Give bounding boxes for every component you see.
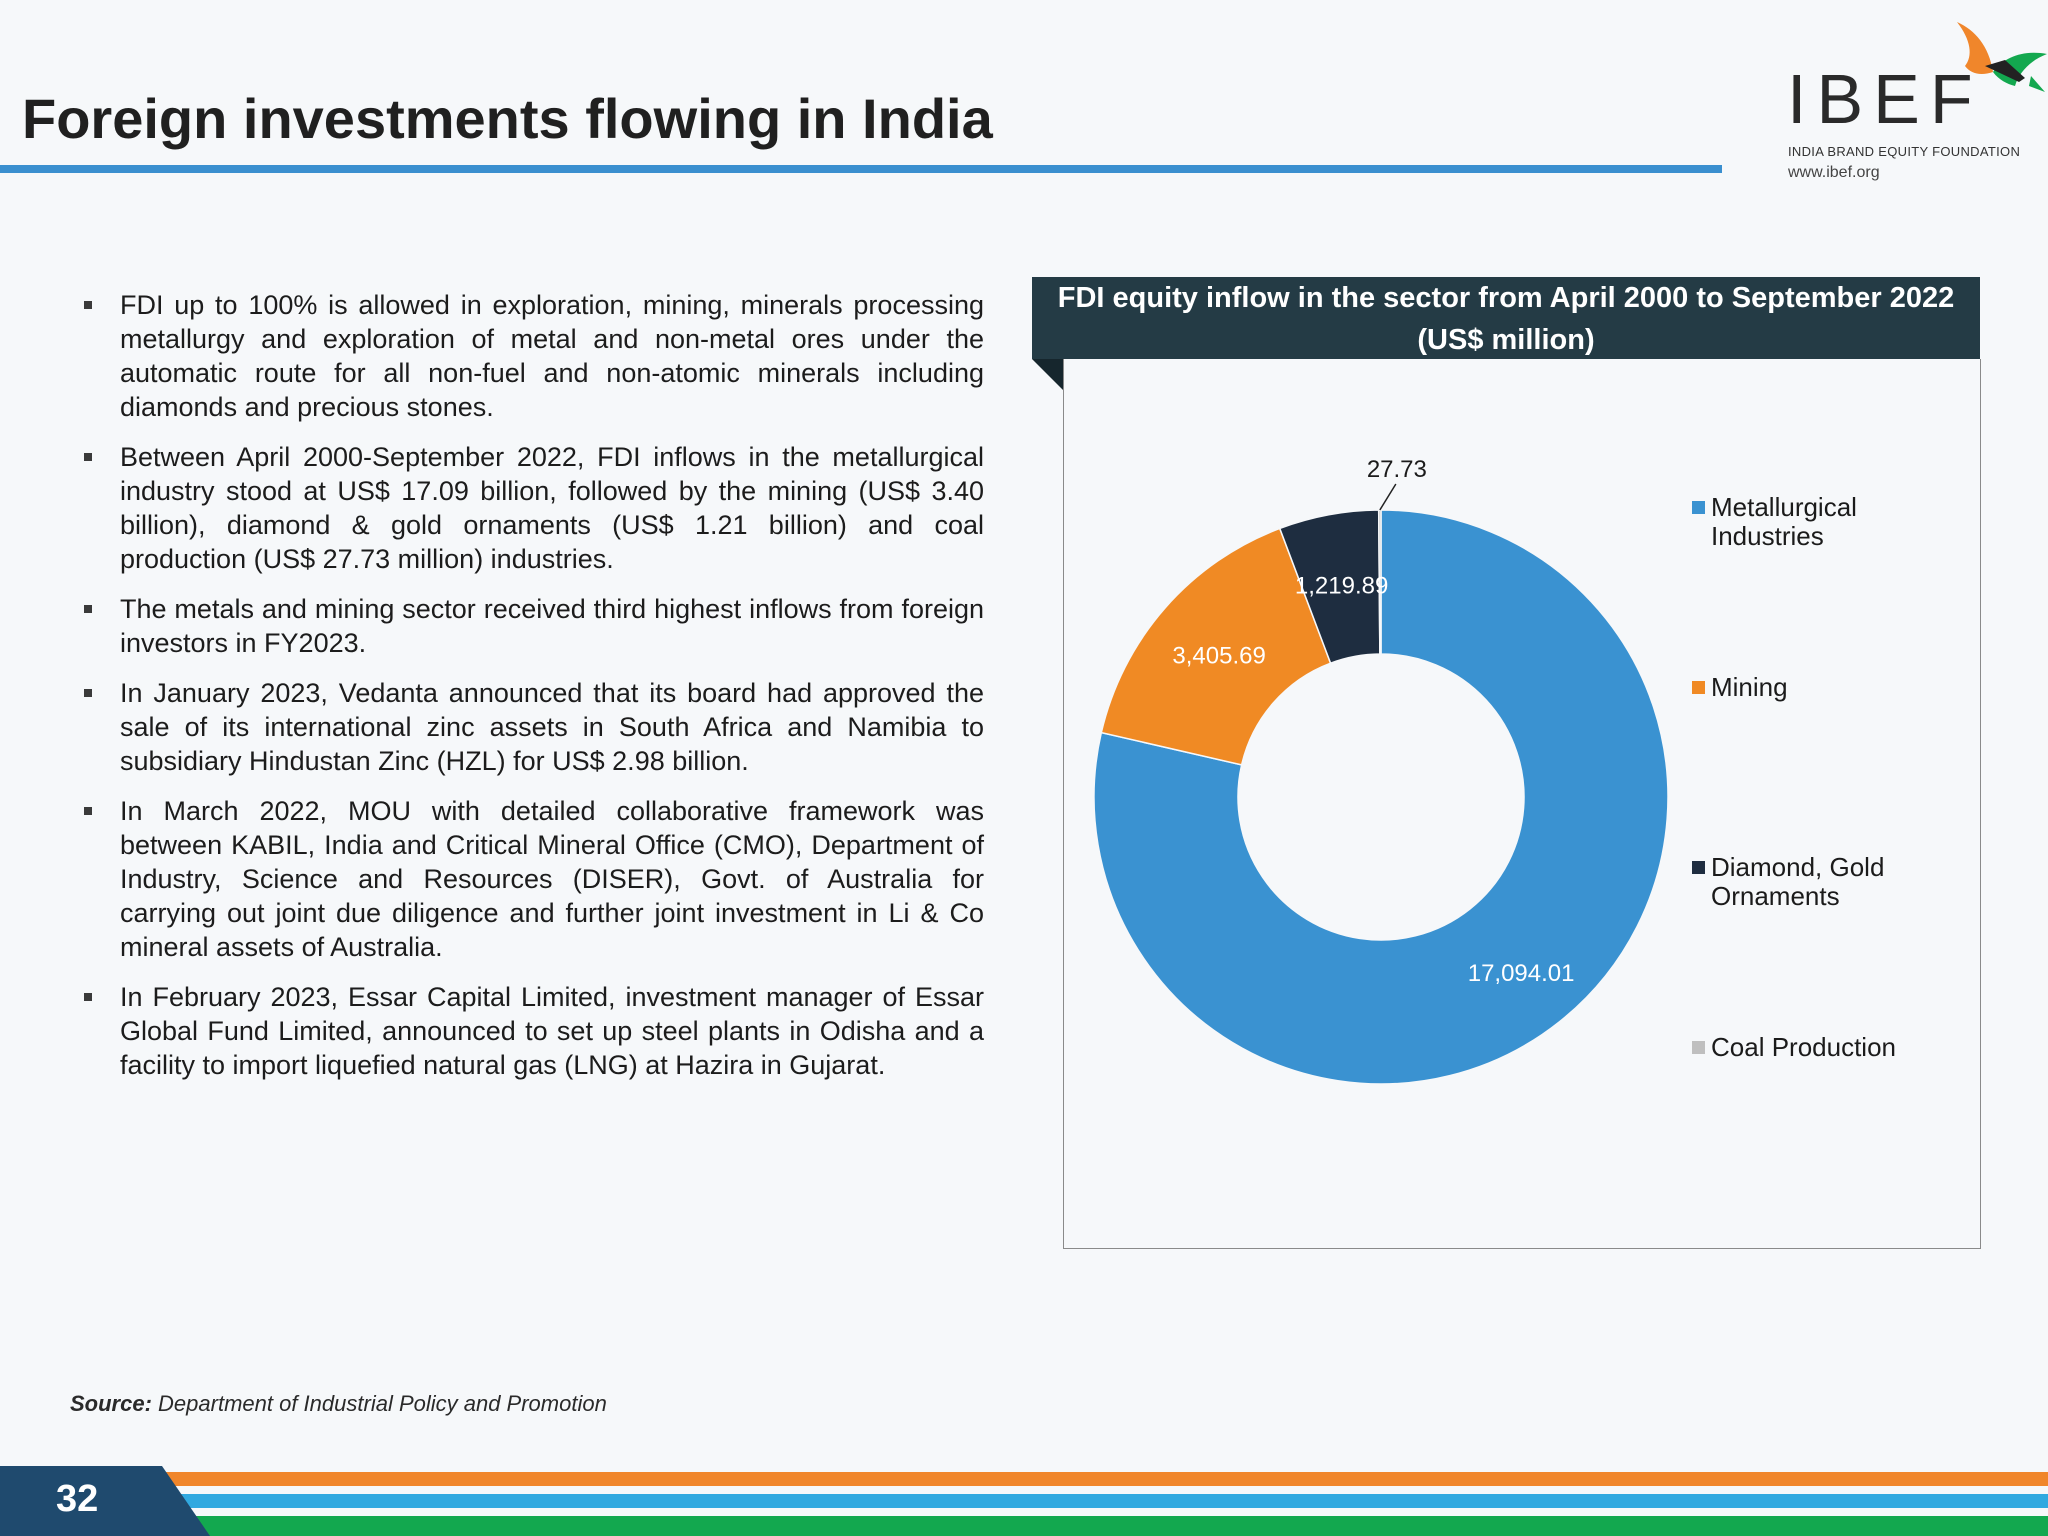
source-note: Source: Department of Industrial Policy … (70, 1391, 607, 1417)
donut-slice-mining (1100, 527, 1332, 766)
data-label: 17,094.01 (1468, 960, 1575, 987)
logo-wordmark: IBEF (1787, 60, 1983, 138)
donut-slice-coal-production (1377, 509, 1382, 655)
ibef-logo: IBEF INDIA BRAND EQUITY FOUNDATION www.i… (1785, 20, 2048, 190)
data-label: 1,219.89 (1295, 573, 1388, 600)
bullet-item: The metals and mining sector received th… (84, 592, 984, 660)
data-label: 27.73 (1367, 456, 1427, 483)
footer-stripe-green (195, 1516, 2048, 1536)
donut-slice-metallurgical-industries (1093, 509, 1669, 1085)
legend-item: Coal Production (1692, 1033, 1931, 1062)
logo-url: www.ibef.org (1788, 164, 1880, 181)
title-underline (0, 165, 1722, 173)
bullet-item: FDI up to 100% is allowed in exploration… (84, 288, 984, 424)
legend-label: Metallurgical Industries (1711, 492, 1857, 551)
chart-panel: 17,094.01 3,405.69 1,219.89 27.73 Metallurg… (1063, 359, 1981, 1249)
legend-label: Mining (1711, 672, 1788, 702)
data-label: 3,405.69 (1172, 642, 1265, 669)
footer-stripe-orange (160, 1472, 2048, 1486)
source-label: Source: (70, 1391, 152, 1416)
footer-stripe-blue (180, 1494, 2048, 1508)
legend-swatch (1692, 861, 1705, 874)
logo-tagline: INDIA BRAND EQUITY FOUNDATION (1788, 144, 2021, 159)
chart-header-fold (1032, 359, 1064, 391)
bullet-item: In March 2022, MOU with detailed collabo… (84, 794, 984, 964)
page-number: 32 (56, 1478, 99, 1520)
bullet-item: Between April 2000-September 2022, FDI i… (84, 440, 984, 576)
bird-logo-icon (1957, 22, 2047, 92)
legend-item: Metallurgical Industries (1692, 493, 1931, 551)
page-title: Foreign investments flowing in India (22, 87, 993, 150)
legend-swatch (1692, 1041, 1705, 1054)
source-text: Department of Industrial Policy and Prom… (158, 1391, 607, 1416)
bullet-item: In January 2023, Vedanta announced that … (84, 676, 984, 778)
chart-title: FDI equity inflow in the sector from Apr… (1032, 277, 1980, 359)
legend-item: Diamond, Gold Ornaments (1692, 853, 1931, 911)
legend-label: Diamond, Gold Ornaments (1711, 852, 1885, 911)
bullet-item: In February 2023, Essar Capital Limited,… (84, 980, 984, 1082)
bullet-list: FDI up to 100% is allowed in exploration… (84, 288, 984, 1098)
donut-chart: 17,094.01 3,405.69 1,219.89 27.73 (1093, 456, 1669, 1085)
legend-swatch (1692, 501, 1705, 514)
legend-swatch (1692, 681, 1705, 694)
legend-item: Mining (1692, 673, 1931, 702)
leader-line (1379, 483, 1397, 511)
legend-label: Coal Production (1711, 1032, 1896, 1062)
